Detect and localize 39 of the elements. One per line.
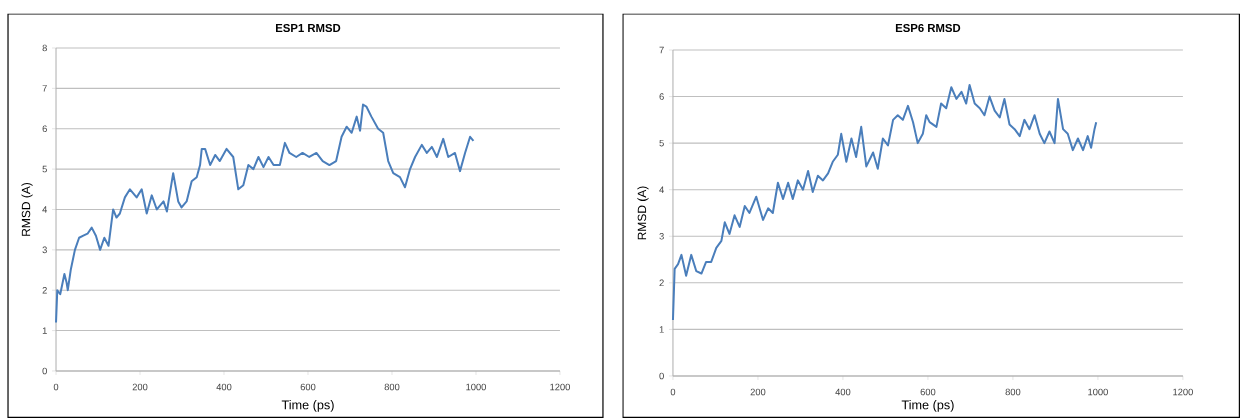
y-axis-title: RMSD (A) (637, 186, 649, 240)
y-tick-label: 0 (659, 372, 664, 380)
x-axis-title: Time (ps) (901, 400, 954, 412)
y-tick-label: 1 (659, 326, 664, 333)
chart-title: ESP1 RMSD (276, 23, 341, 32)
line-series (671, 83, 1098, 322)
y-tick-label: 8 (42, 44, 47, 52)
y-tick-label: 4 (659, 186, 664, 193)
y-tick-label: 5 (659, 139, 664, 147)
x-tick-label: 600 (920, 388, 936, 396)
y-tick-label: 5 (42, 165, 47, 173)
x-tick-label: 1200 (550, 383, 570, 391)
x-tick-label: 800 (1005, 388, 1021, 396)
y-tick-label: 7 (659, 46, 664, 54)
x-tick-label: 800 (384, 383, 400, 391)
x-tick-label: 0 (53, 383, 59, 391)
x-tick-label: 1200 (1173, 388, 1193, 396)
y-tick-label: 3 (42, 246, 47, 254)
x-tick-label: 400 (835, 388, 851, 396)
y-tick-label: 7 (42, 85, 47, 92)
y-tick-label: 2 (659, 279, 664, 287)
x-tick-label: 1000 (466, 383, 486, 391)
y-tick-label: 1 (42, 327, 47, 334)
chart-title: ESP6 RMSD (895, 23, 961, 32)
y-axis-title: RMSD (A) (21, 182, 33, 236)
x-tick-label: 600 (300, 383, 316, 391)
y-tick-label: 2 (42, 286, 47, 294)
y-tick-label: 6 (42, 125, 47, 133)
x-tick-label: 200 (132, 383, 148, 391)
x-tick-label: 0 (670, 388, 676, 396)
x-axis-title: Time (ps) (281, 400, 334, 412)
y-tick-label: 0 (42, 367, 47, 375)
y-tick-label: 6 (659, 93, 664, 100)
x-tick-label: 1000 (1088, 388, 1108, 396)
x-tick-label: 200 (750, 388, 766, 396)
y-tick-label: 3 (659, 232, 664, 240)
y-tick-label: 4 (42, 206, 48, 213)
x-tick-label: 400 (216, 383, 232, 391)
line-series (55, 103, 475, 324)
